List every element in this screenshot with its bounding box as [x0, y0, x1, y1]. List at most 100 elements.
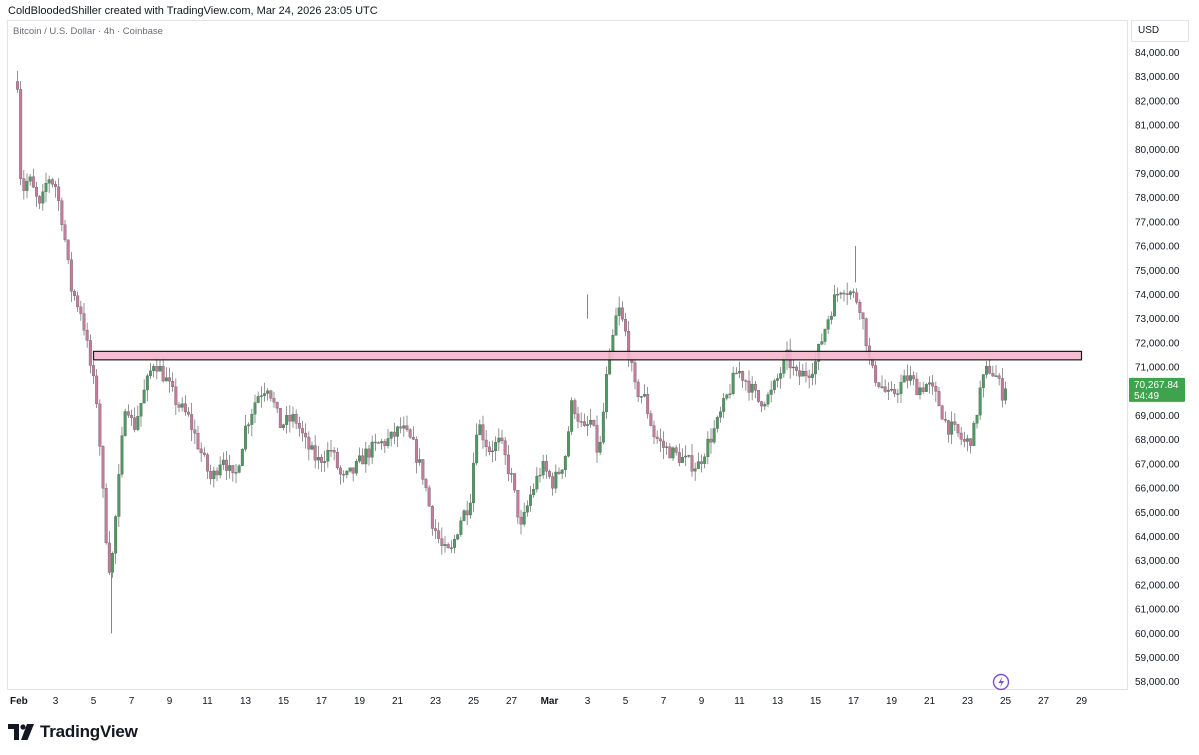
candle-down [66, 239, 70, 260]
candle-up [402, 425, 406, 429]
candle-up [28, 176, 32, 182]
candle-down [130, 415, 133, 418]
candle-up [833, 294, 836, 317]
candles [16, 70, 1007, 634]
symbol-info: Bitcoin / U.S. Dollar · 4h · Coinbase [13, 26, 163, 37]
candle-up [475, 434, 479, 464]
price-tick-label: 65,000.00 [1135, 508, 1180, 519]
candle-up [589, 419, 593, 425]
price-tick-label: 61,000.00 [1135, 605, 1180, 616]
candle-up [836, 294, 840, 296]
candle-down [342, 474, 346, 476]
candle-down [620, 307, 624, 320]
time-tick-label: 5 [623, 696, 629, 707]
candle-down [662, 440, 665, 448]
candle-up [510, 473, 513, 475]
candle-up [541, 461, 545, 476]
candle-down [557, 471, 561, 474]
candle-up [801, 370, 805, 377]
price-tick-label: 73,000.00 [1135, 314, 1180, 325]
time-tick-label: 9 [699, 696, 705, 707]
candle-down [269, 390, 273, 399]
candle-up [136, 416, 140, 430]
candle-down [506, 454, 510, 474]
candle-up [738, 371, 741, 374]
candle-up [665, 446, 669, 448]
candle-up [456, 534, 460, 540]
candle-up [221, 459, 225, 465]
candle-down [503, 440, 507, 456]
candle-up [779, 373, 783, 379]
candle-up [703, 456, 707, 464]
candle-up [310, 445, 314, 450]
candle-down [753, 383, 757, 391]
candle-down [92, 365, 95, 377]
candle-down [332, 450, 336, 453]
candle-down [168, 377, 171, 382]
candle-down [427, 487, 431, 507]
price-tick-label: 68,000.00 [1135, 435, 1180, 446]
candle-up [240, 449, 244, 466]
time-tick-label: 23 [962, 696, 974, 707]
candle-up [728, 393, 732, 395]
candle-down [861, 312, 865, 319]
candle-up [880, 386, 884, 388]
candle-down [16, 81, 19, 90]
time-tick-label: 7 [661, 696, 667, 707]
candle-down [35, 187, 38, 197]
time-tick-label: 13 [240, 696, 252, 707]
candle-up [981, 374, 985, 388]
candle-up [810, 373, 814, 378]
time-tick-label: 11 [734, 696, 745, 707]
candle-down [487, 446, 491, 453]
candle-down [304, 432, 308, 438]
candle-down [22, 178, 26, 191]
price-axis-ticks: 58,000.00 59,000.00 60,000.00 61,000.00 62,0… [1135, 48, 1180, 688]
candle-up [928, 382, 931, 385]
candle-down [655, 436, 659, 439]
candle-down [275, 402, 279, 409]
candle-up [1004, 388, 1007, 401]
candle-up [323, 461, 327, 463]
candle-down [415, 439, 418, 463]
price-tick-label: 76,000.00 [1135, 242, 1180, 253]
price-tick-label: 66,000.00 [1135, 484, 1180, 495]
chart-creator-caption: ColdBloodedShiller created with TradingV… [8, 5, 378, 17]
resistance-zone[interactable] [92, 350, 1083, 361]
candle-up [776, 378, 779, 381]
candle-down [544, 461, 548, 472]
candle-down [652, 425, 656, 438]
candle-down [548, 471, 551, 477]
time-tick-label: 11 [202, 696, 213, 707]
candle-down [874, 365, 878, 383]
candle-down [864, 318, 868, 347]
candle-down [709, 438, 713, 443]
time-tick-label: Feb [10, 696, 28, 707]
chart-pane[interactable] [7, 20, 1128, 690]
candle-up [247, 424, 251, 427]
candle-up [567, 431, 570, 457]
candle-up [554, 471, 558, 489]
candle-down [174, 386, 178, 405]
candle-up [453, 539, 456, 548]
candle-up [358, 455, 361, 462]
price-tick-label: 74,000.00 [1135, 290, 1180, 301]
candle-down [668, 446, 672, 459]
price-tick-label: 79,000.00 [1135, 169, 1180, 180]
replay-lightning-icon[interactable] [992, 673, 1010, 691]
candle-down [206, 454, 209, 472]
candle-up [538, 474, 542, 477]
candle-down [576, 413, 580, 422]
candle-down [107, 542, 111, 573]
candle-up [950, 421, 954, 435]
candle-down [798, 370, 802, 377]
candle-down [690, 455, 694, 472]
currency-label[interactable]: USD [1131, 20, 1189, 42]
candle-down [408, 429, 412, 438]
candle-down [636, 381, 640, 398]
candle-down [519, 516, 523, 525]
candle-down [677, 452, 681, 463]
candle-up [389, 431, 393, 439]
candle-up [985, 365, 988, 375]
